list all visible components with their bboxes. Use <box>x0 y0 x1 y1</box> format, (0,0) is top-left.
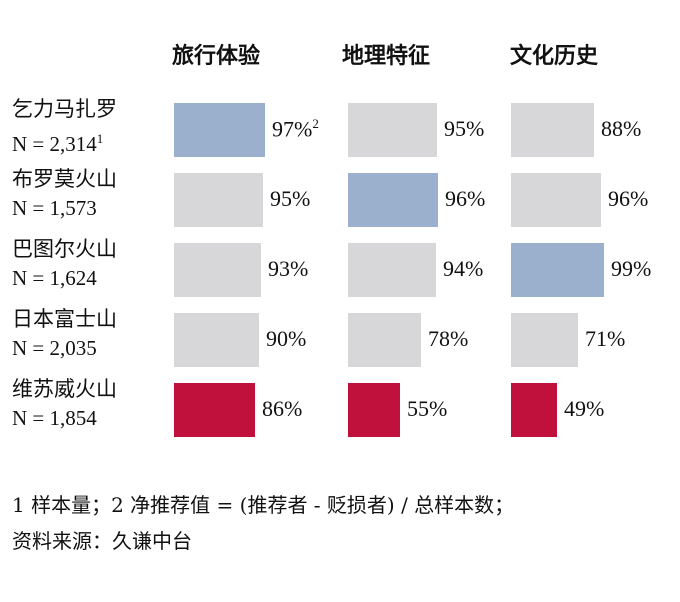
row-sample-size: N = 2,3141 <box>12 131 104 156</box>
value-label-r0-c0: 97%2 <box>272 116 319 142</box>
bar-r2-c2 <box>511 243 604 297</box>
row-name: 乞力马扎罗 <box>12 97 117 121</box>
row-label-1: 布罗莫火山 N = 1,573 <box>12 165 117 223</box>
value-label-r3-c1: 78% <box>428 326 469 351</box>
row-name: 日本富士山 <box>12 307 117 331</box>
value-label-r0-c1: 95% <box>444 116 485 141</box>
value-label-r4-c1: 55% <box>407 396 448 421</box>
bar-r4-c0 <box>174 383 255 437</box>
bar-r3-c0 <box>174 313 259 367</box>
bar-r2-c1 <box>348 243 436 297</box>
bar-r3-c2 <box>511 313 578 367</box>
bar-r0-c2 <box>511 103 594 157</box>
bar-r2-c0 <box>174 243 261 297</box>
value-label-r2-c2: 99% <box>611 256 652 281</box>
column-header-1: 地理特征 <box>342 44 431 69</box>
row-sample-size: N = 1,573 <box>12 196 97 220</box>
bar-r1-c0 <box>174 173 263 227</box>
value-label-r1-c2: 96% <box>608 186 649 211</box>
value-label-r3-c2: 71% <box>585 326 626 351</box>
row-sample-size: N = 2,035 <box>12 336 97 360</box>
value-label-r3-c0: 90% <box>266 326 307 351</box>
value-label-r2-c1: 94% <box>443 256 484 281</box>
bar-r0-c1 <box>348 103 437 157</box>
row-name: 巴图尔火山 <box>12 237 117 261</box>
footnote-definitions: 1 样本量；2 净推荐值 = (推荐者 - 贬损者) / 总样本数； <box>12 493 515 517</box>
row-sample-size: N = 1,624 <box>12 266 97 290</box>
value-label-r4-c2: 49% <box>564 396 605 421</box>
row-label-2: 巴图尔火山 N = 1,624 <box>12 235 117 293</box>
row-sample-size: N = 1,854 <box>12 406 97 430</box>
bar-r4-c1 <box>348 383 400 437</box>
bar-r3-c1 <box>348 313 421 367</box>
row-name: 布罗莫火山 <box>12 167 117 191</box>
bar-r0-c0 <box>174 103 265 157</box>
column-header-2: 文化历史 <box>510 44 599 69</box>
value-label-r4-c0: 86% <box>262 396 303 421</box>
value-label-r2-c0: 93% <box>268 256 309 281</box>
value-label-r1-c1: 96% <box>445 186 486 211</box>
row-name: 维苏威火山 <box>12 377 117 401</box>
row-label-0: 乞力马扎罗 N = 2,3141 <box>12 95 117 159</box>
column-header-0: 旅行体验 <box>172 44 261 69</box>
bar-r1-c2 <box>511 173 601 227</box>
row-label-3: 日本富士山 N = 2,035 <box>12 305 117 363</box>
value-label-r0-c2: 88% <box>601 116 642 141</box>
bar-r4-c2 <box>511 383 557 437</box>
value-label-r1-c0: 95% <box>270 186 311 211</box>
bar-r1-c1 <box>348 173 438 227</box>
footnote-source: 资料来源：久谦中台 <box>12 529 192 553</box>
row-label-4: 维苏威火山 N = 1,854 <box>12 375 117 433</box>
